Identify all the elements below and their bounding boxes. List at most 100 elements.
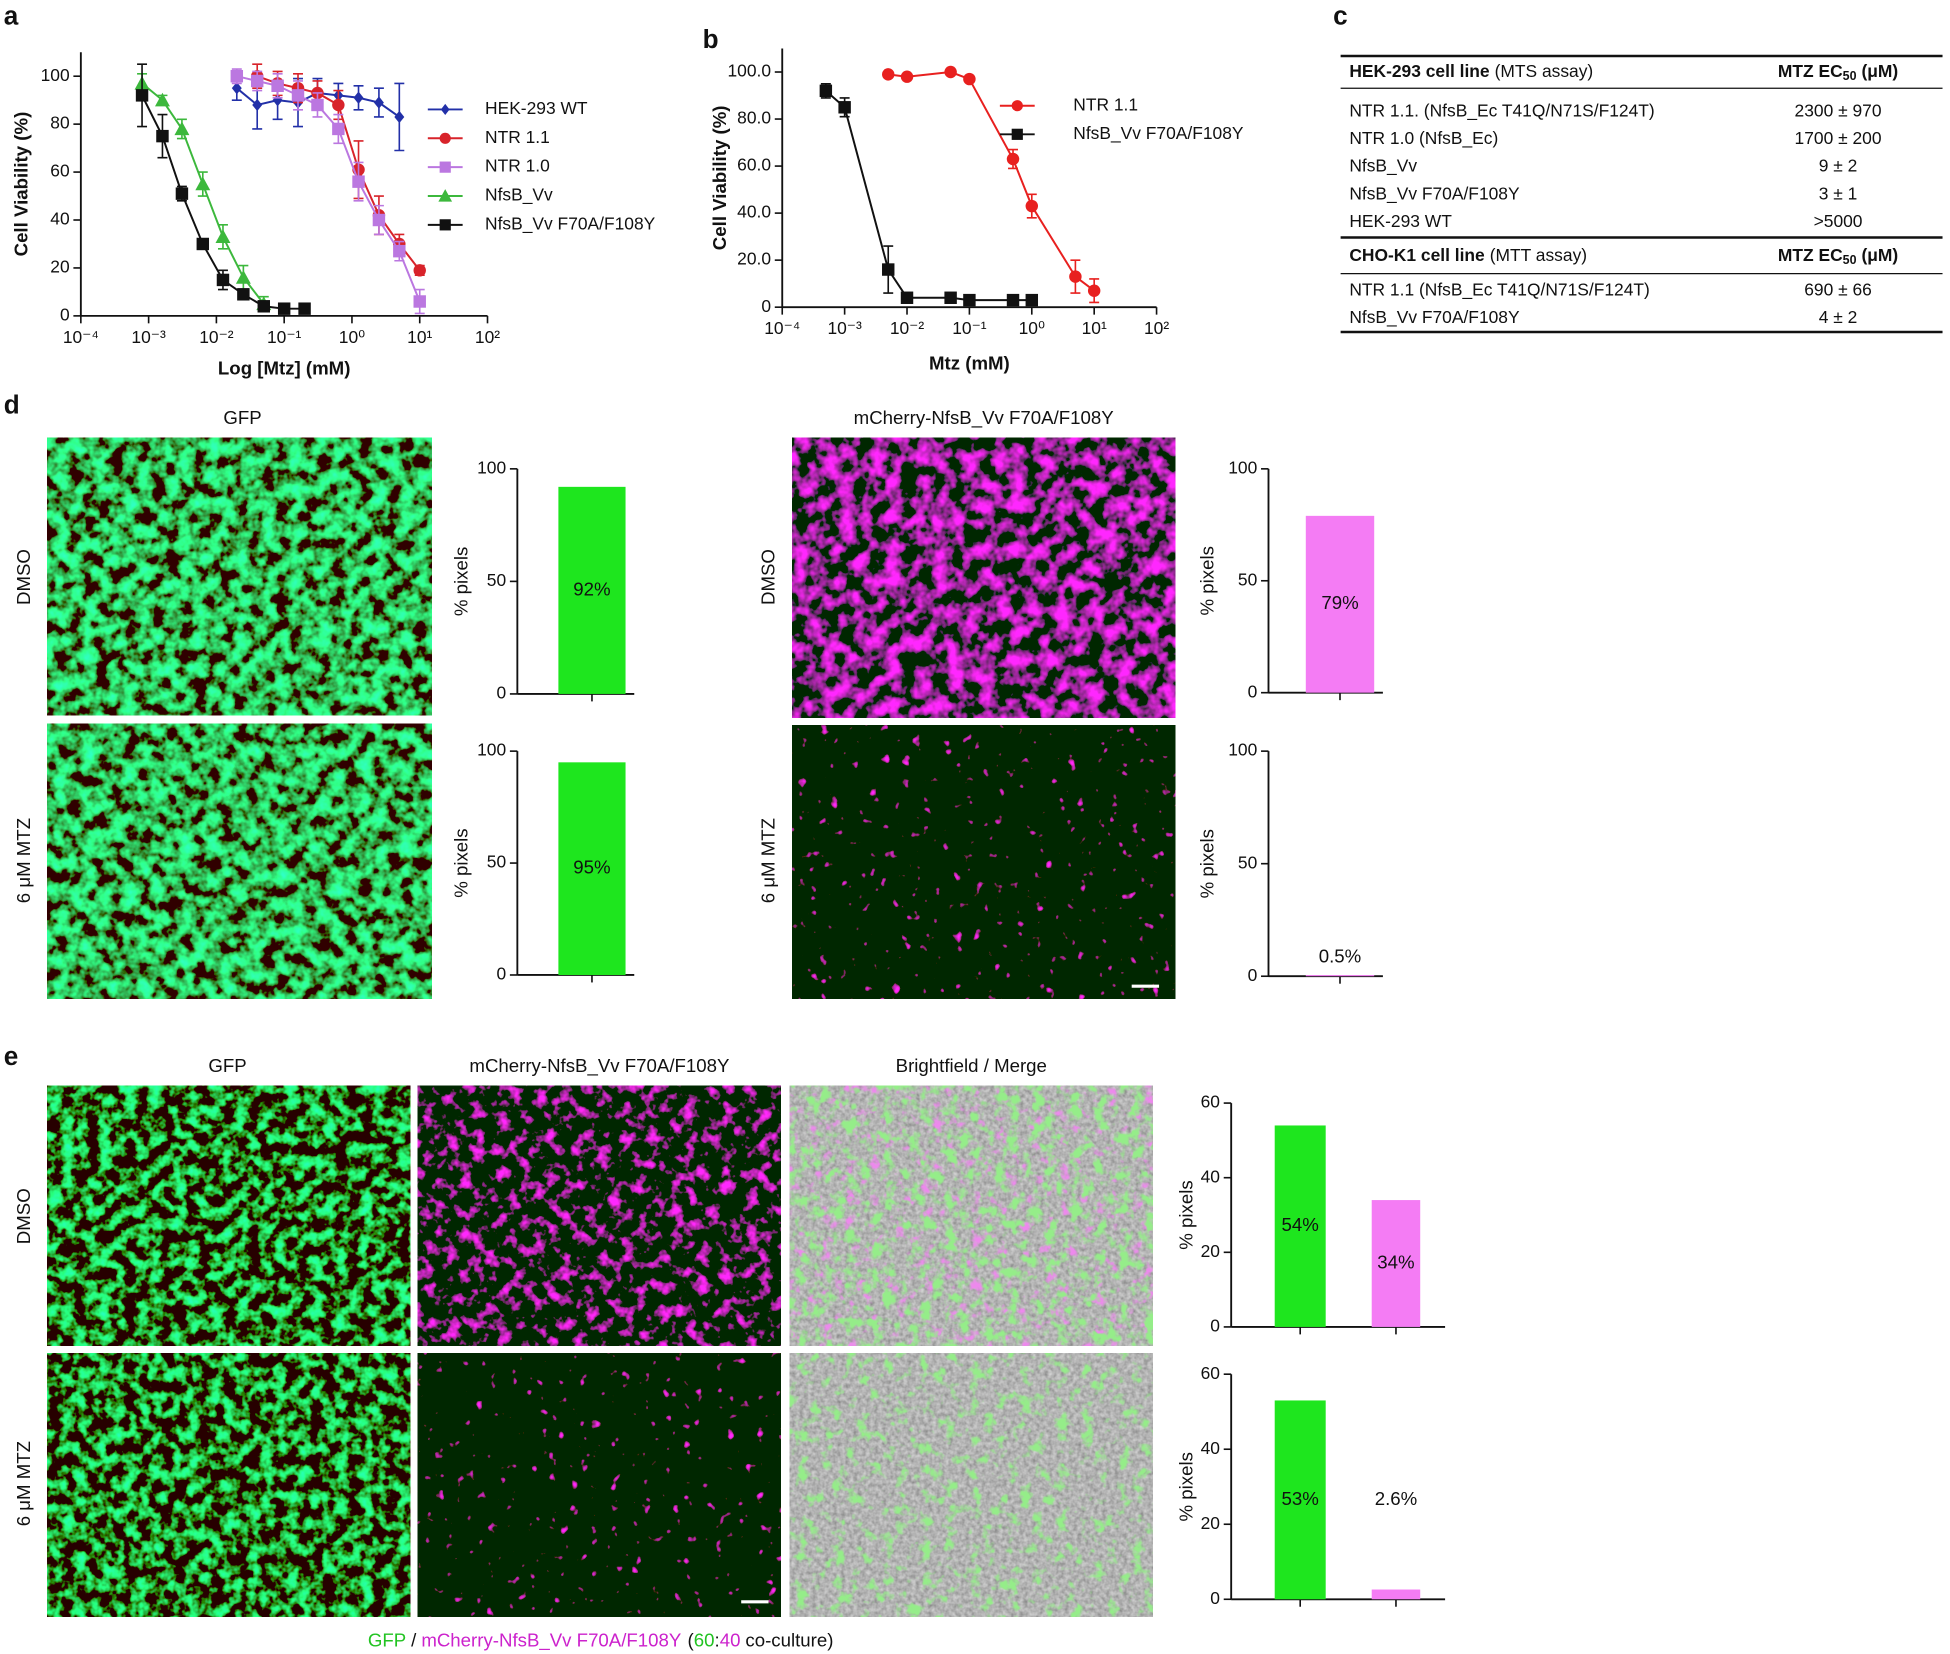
y-tick-label: 100.0 (727, 61, 771, 81)
marker (1006, 152, 1020, 166)
image-mcherry-dmso (417, 1085, 781, 1346)
x-tick-label: 10⁻⁴ (63, 327, 99, 347)
row-label: 6 μM MTZ (13, 818, 34, 903)
legend-marker (438, 189, 453, 202)
column-label: GFP (223, 407, 261, 428)
section-subtitle: (MTT assay) (1490, 245, 1587, 265)
y-axis-label: % pixels (451, 828, 472, 897)
table-cell: NfsB_Vv F70A/F108Y (1349, 183, 1520, 203)
marker (1025, 293, 1039, 307)
legend-marker (1011, 100, 1023, 112)
section-subtitle: (MTS assay) (1495, 61, 1594, 81)
marker (882, 68, 895, 81)
marker (195, 176, 211, 191)
table-cell: 690 ± 66 (1804, 280, 1872, 300)
header-unit: (μM) (1861, 61, 1898, 81)
y-tick-label: 80.0 (737, 108, 771, 128)
y-tick-label: 40 (50, 209, 69, 229)
y-tick-label: 20 (1201, 1241, 1220, 1261)
y-tick-label: 50 (1238, 569, 1257, 589)
marker (413, 264, 426, 277)
bar (558, 486, 626, 694)
y-tick-label: 0 (496, 683, 506, 703)
marker (311, 98, 324, 112)
y-tick-label: 60 (1201, 1092, 1220, 1112)
bar-value-label: 2.6% (1375, 1488, 1417, 1509)
y-tick-label: 60 (1201, 1363, 1220, 1383)
y-tick-label: 40 (1201, 1166, 1220, 1186)
table-cell: 2300 ± 970 (1795, 101, 1882, 121)
y-tick-label: 0 (761, 296, 771, 316)
series-line (825, 90, 1032, 302)
x-tick-label: 10⁻³ (827, 318, 862, 338)
caption-part: : (715, 1629, 720, 1650)
table-cell: NfsB_Vv (1349, 156, 1417, 176)
marker (1025, 199, 1039, 213)
caption-part: / (411, 1629, 417, 1650)
y-tick-label: 100 (477, 740, 506, 760)
marker (882, 263, 895, 276)
x-tick-label: 10⁻⁴ (764, 318, 800, 338)
marker (394, 110, 405, 124)
table-section-header: CHO-K1 cell line (MTT assay) (1349, 245, 1587, 265)
marker (250, 74, 264, 88)
bar-value-label: 95% (573, 857, 610, 878)
panel-label: d (4, 390, 20, 420)
marker (1069, 270, 1082, 283)
y-tick-label: 50 (487, 852, 506, 872)
x-axis-label: Mtz (mM) (929, 352, 1010, 373)
caption-part: 60 (694, 1629, 715, 1650)
x-tick-label: 10⁻¹ (952, 318, 987, 338)
panel-label: c (1333, 0, 1348, 30)
header-main: MTZ EC (1778, 61, 1843, 81)
marker (230, 69, 244, 83)
y-tick-label: 40 (1201, 1438, 1220, 1458)
marker (135, 89, 149, 102)
marker (252, 98, 263, 112)
x-tick-label: 10² (1144, 318, 1169, 338)
row-label: 6 μM MTZ (758, 818, 779, 903)
table-cell: 9 ± 2 (1819, 156, 1858, 176)
table-cell: NTR 1.0 (NfsB_Ec) (1349, 128, 1498, 148)
micrographs (47, 437, 1176, 1617)
x-tick-label: 10⁻³ (131, 327, 166, 347)
series-line (236, 75, 421, 302)
marker (944, 65, 957, 79)
table-cell: 3 ± 1 (1819, 183, 1858, 203)
image-mcherry-mtz (417, 1353, 781, 1617)
y-axis-label: Cell Viability (%) (709, 105, 730, 250)
bar (1371, 1589, 1421, 1600)
table-cell: >5000 (1814, 211, 1863, 231)
y-tick-label: 100 (1228, 740, 1257, 760)
legend-label: NTR 1.1 (1073, 94, 1138, 114)
section-title: CHO-K1 cell line (1349, 245, 1485, 265)
y-tick-label: 0 (1248, 965, 1258, 985)
legend-label: NfsB_Vv F70A/F108Y (485, 213, 656, 233)
marker (944, 291, 957, 304)
panel-label: a (4, 0, 19, 30)
marker (1006, 293, 1020, 307)
table-section-header: HEK-293 cell line (MTS assay) (1349, 61, 1593, 81)
caption: GFP / mCherry-NfsB_Vv F70A/F108Y (60:40 co-c… (368, 1629, 834, 1651)
marker (413, 295, 426, 308)
marker (963, 72, 976, 86)
x-tick-label: 10⁻² (199, 327, 234, 347)
y-axis-label: % pixels (451, 547, 472, 616)
bar-value-label: 54% (1282, 1214, 1319, 1235)
marker (271, 79, 284, 93)
column-label: GFP (208, 1055, 246, 1076)
marker (332, 98, 345, 112)
table-cell: NTR 1.1 (NfsB_Ec T41Q/N71S/F124T) (1349, 280, 1650, 300)
legend-label: NTR 1.0 (485, 156, 550, 176)
x-tick-label: 10⁰ (339, 327, 365, 347)
bar-value-label: 53% (1282, 1488, 1319, 1509)
y-tick-label: 100 (41, 65, 70, 85)
marker (216, 273, 230, 287)
legend-label: NTR 1.1 (485, 127, 550, 147)
x-tick-label: 10⁻¹ (267, 327, 302, 347)
image-gfp-dmso (47, 437, 432, 716)
marker (900, 70, 914, 83)
row-label: DMSO (758, 549, 779, 605)
y-tick-label: 40.0 (737, 202, 771, 222)
panel-label: b (703, 24, 719, 54)
